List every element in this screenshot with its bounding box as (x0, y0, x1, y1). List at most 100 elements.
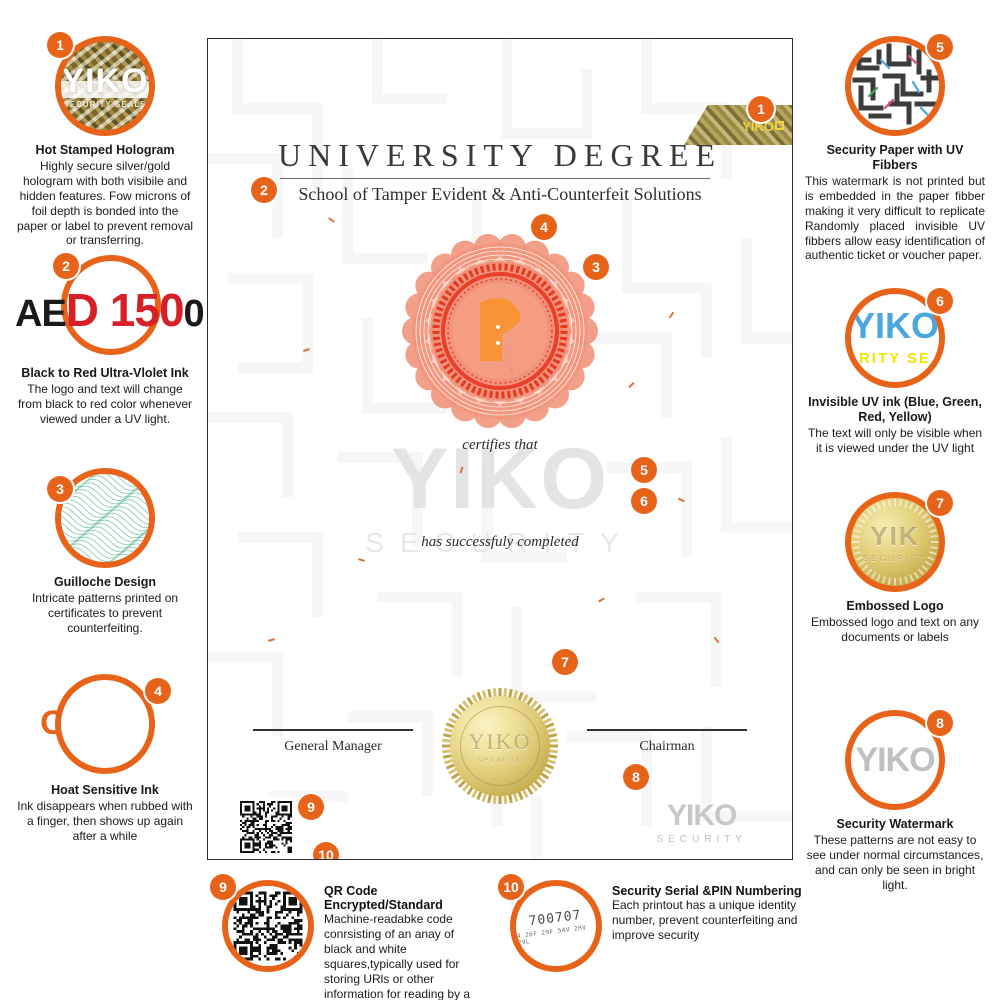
maze-pattern (852, 43, 939, 125)
uv-text-black-1: AE (15, 293, 67, 335)
embossed-gold-seal: YIKO security (441, 687, 559, 805)
callout-7-embossed-logo[interactable]: 7 YIK SECURITY Embossed Logo Embossed lo… (805, 490, 985, 645)
callout-2-art: 2 AED 1500 (15, 253, 205, 359)
certificate-document: YIKO SECURITY YIKO UNIVERSITY DEGREE (207, 38, 793, 860)
callout-7-badge: 7 (927, 490, 953, 516)
callout-3-body: Intricate patterns printed on certificat… (31, 591, 179, 635)
foil-square-icon (775, 121, 784, 130)
callout-6-invisible-uv-ink[interactable]: 6 YIKO RITY SE Invisible UV ink (Blue, G… (805, 288, 985, 456)
certificate-qr-code[interactable] (236, 797, 296, 857)
guilloche-pattern-icon (55, 468, 155, 568)
serial-number-icon: 700707 4 26F 29F 54V 2HV 29L (510, 880, 602, 972)
hologram-highlight-band (61, 80, 149, 98)
callout-3-art: 3 (47, 468, 155, 568)
seal-inner-ring (460, 706, 540, 786)
callout-9-qr-code[interactable]: 9 QR Code Encrypted/Standard Machine-rea… (210, 874, 482, 1000)
signature-label-right: Chairman (639, 738, 695, 754)
marker-9[interactable]: 9 (298, 794, 324, 820)
embossed-gear-edge (852, 499, 938, 585)
hologram-foil-icon: YIKO SECURITY SEALS (55, 36, 155, 136)
qr-code-icon (222, 880, 314, 972)
callout-3-badge: 3 (47, 476, 73, 502)
callout-2-badge: 2 (53, 253, 79, 279)
marker-8[interactable]: 8 (623, 764, 649, 790)
callout-2-title: Black to Red Ultra-Vlolet Ink (21, 366, 189, 380)
title-divider (280, 178, 710, 179)
watermark-brand-text: YIKO (855, 740, 935, 779)
callout-8-security-watermark[interactable]: 8 YIKO Security Watermark These patterns… (805, 710, 985, 893)
callout-10-body: Each printout has a unique identity numb… (612, 898, 798, 942)
certificate-title: UNIVERSITY DEGREE (278, 137, 722, 173)
marker-4[interactable]: 4 (531, 214, 557, 240)
uv-text-red: D 150 (65, 284, 185, 336)
callout-9-text: QR Code Encrypted/Standard Machine-reada… (324, 880, 482, 1000)
logo-sub-text: SECURITY (656, 834, 747, 845)
embossed-logo-icon: YIK SECURITY (845, 492, 945, 592)
foil-yiko-label: YIKO (742, 119, 784, 134)
callout-7-body: Embossed logo and text on any documents … (810, 615, 980, 644)
callout-9-body: Machine-readabke code conrsisting of an … (324, 912, 471, 1000)
callout-10-security-serial-pin[interactable]: 10 700707 4 26F 29F 54V 2HV 29L Security… (498, 874, 810, 972)
marker-1[interactable]: 1 (748, 96, 774, 122)
callout-4-title: Hoat Sensitive Ink (51, 783, 159, 797)
certificate-subtitle: School of Tamper Evident & Anti-Counterf… (298, 184, 702, 204)
hologram-text-group: YIKO SECURITY SEALS (61, 42, 149, 130)
guilloche-rosette (402, 233, 598, 429)
callout-5-body: This watermark is not printed but is emb… (805, 174, 985, 263)
marker-5[interactable]: 5 (631, 457, 657, 483)
callout-9-title: QR Code Encrypted/Standard (324, 884, 443, 912)
certifies-line: certifies that (462, 437, 538, 453)
callout-8-body: These patterns are not easy to see under… (806, 833, 984, 892)
security-paper-maze-icon (845, 36, 945, 136)
logo-word: YIKO (667, 799, 737, 832)
callout-5-security-paper-uv-fibbers[interactable]: 5 (805, 34, 985, 263)
seal-sub-text: security (477, 756, 523, 764)
logo-main-text: YIKO (656, 801, 747, 831)
callout-8-title: Security Watermark (836, 817, 954, 831)
callout-7-art: 7 YIK SECURITY (845, 490, 953, 592)
heat-sensitive-ink-icon (55, 674, 155, 774)
guilloche-lines (61, 474, 149, 562)
seal-text-group: YIKO security (441, 687, 559, 805)
callout-2-black-to-red-uv-ink[interactable]: 2 AED 1500 Black to Red Ultra-Vlolet Ink… (15, 253, 205, 427)
embossed-sub-text: SECURITY (862, 554, 928, 563)
hologram-brand-text: YIKO (61, 61, 149, 100)
hologram-sub-text: SECURITY SEALS (63, 99, 147, 109)
signature-block-right: Chairman (587, 729, 747, 755)
callout-6-badge: 6 (927, 288, 953, 314)
callout-10-badge: 10 (498, 874, 524, 900)
foil-text: YIKO (742, 119, 774, 134)
callout-1-hot-stamped-hologram[interactable]: 1 YIKO SECURITY SEALS Hot Stamped Hologr… (15, 32, 195, 248)
signature-label-left: General Manager (284, 738, 382, 754)
marker-6[interactable]: 6 (631, 488, 657, 514)
signature-block-left: General Manager (253, 729, 413, 755)
marker-10[interactable]: 10 (313, 842, 339, 859)
callout-8-badge: 8 (927, 710, 953, 736)
callout-8-art: 8 YIKO (845, 710, 953, 810)
callout-5-title: Security Paper with UV Fibbers (826, 143, 964, 172)
uv6-sub-text: RITY SE (858, 350, 932, 367)
uv-ink-sample-text: AED 1500 (15, 283, 205, 337)
callout-5-art: 5 (845, 34, 953, 136)
callout-4-badge: 4 (145, 678, 171, 704)
signature-line (253, 729, 413, 731)
uv6-brand-text: YIKO (851, 305, 940, 346)
callout-3-title: Guilloche Design (53, 575, 157, 589)
callout-2-body: The logo and text will change from black… (17, 382, 193, 426)
callout-5-badge: 5 (927, 34, 953, 60)
marker-7[interactable]: 7 (552, 649, 578, 675)
marker-2[interactable]: 2 (251, 177, 277, 203)
callout-6-art: 6 YIKO RITY SE (845, 288, 953, 388)
embossed-text-group: YIK SECURITY (851, 498, 939, 586)
embossed-brand-text: YIK (870, 521, 920, 551)
callout-1-badge: 1 (47, 32, 73, 58)
callout-1-body: Highly secure silver/gold hologram with … (16, 159, 194, 248)
callout-6-title: Invisible UV ink (Blue, Green, Red, Yell… (808, 395, 982, 424)
callout-4-body: Ink disappears when rubbed with a finger… (17, 799, 193, 843)
callout-1-art: 1 YIKO SECURITY SEALS (47, 32, 155, 136)
marker-3[interactable]: 3 (583, 254, 609, 280)
callout-3-guilloche-design[interactable]: 3 Guilloche Design Intricate patterns pr… (15, 468, 195, 636)
seal-brand-text: YIKO (468, 728, 532, 754)
callout-4-heat-sensitive-ink[interactable]: 4 O3 5 Hoat Sensitive Ink Ink disappears… (15, 672, 195, 844)
